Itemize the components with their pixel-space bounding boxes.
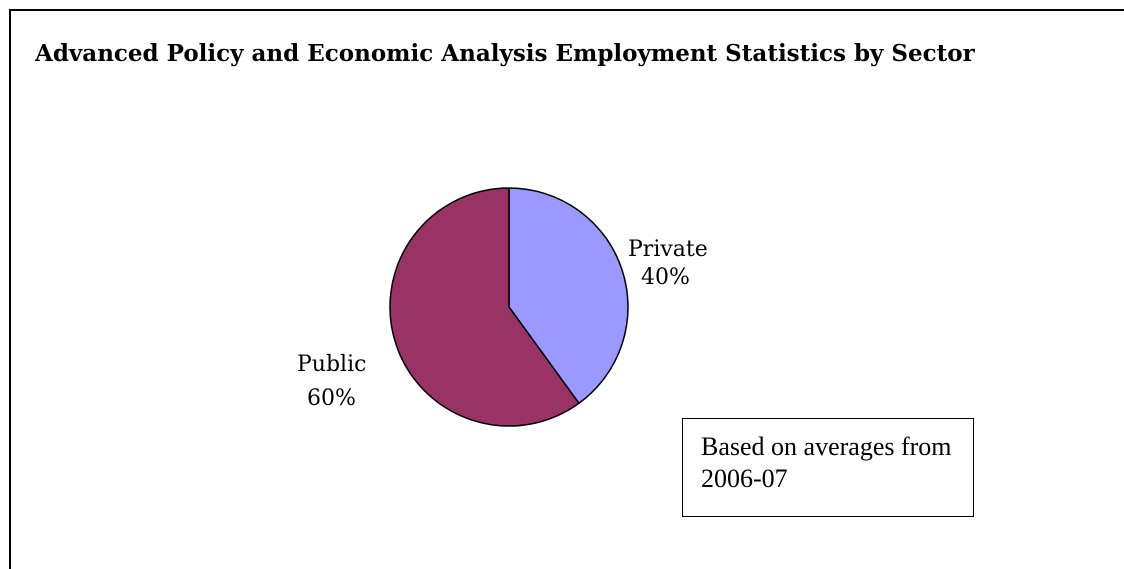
label-public: Public 60%: [297, 348, 366, 416]
chart-title: Advanced Policy and Economic Analysis Em…: [35, 40, 975, 67]
label-private-percent: 40%: [641, 264, 690, 290]
label-private-name: Private: [628, 237, 708, 262]
label-public-percent: 60%: [307, 386, 356, 412]
label-public-name: Public: [297, 352, 367, 377]
chart-frame: [9, 9, 1124, 569]
label-private: Private 40%: [628, 236, 708, 291]
pie-slice-private: [508, 187, 629, 405]
pie-slice-public: [389, 187, 580, 427]
annotation-box: Based on averages from 2006-07: [682, 418, 974, 517]
